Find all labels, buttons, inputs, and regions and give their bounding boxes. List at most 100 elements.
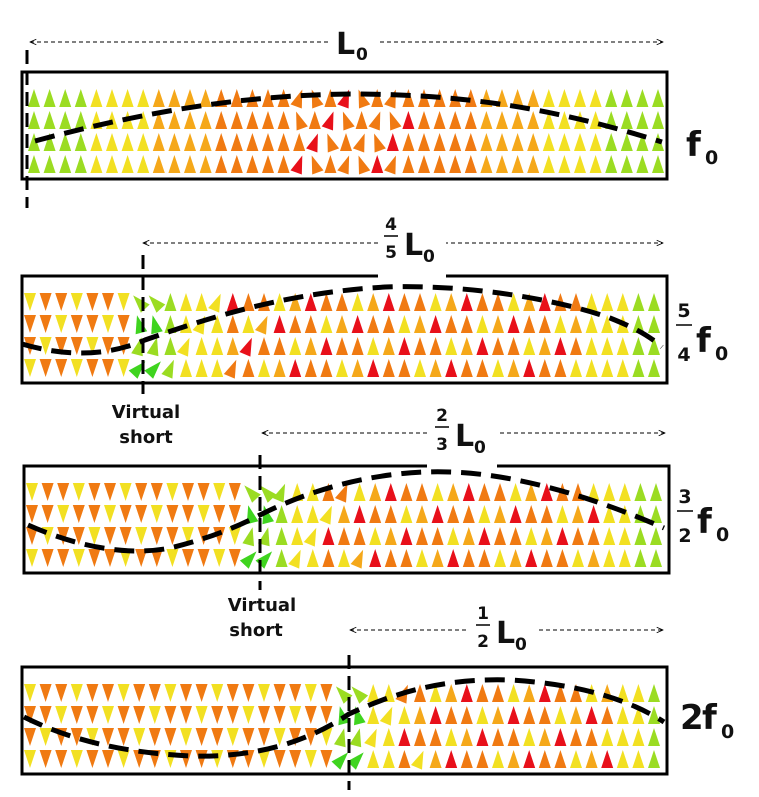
spin-arrow: [400, 549, 413, 567]
spin-arrow: [273, 359, 286, 377]
spin-arrow: [480, 111, 493, 129]
spin-arrow: [507, 728, 520, 746]
spin-arrow: [104, 527, 116, 545]
spin-arrow: [585, 315, 598, 333]
spin-arrow: [384, 505, 397, 523]
spin-arrow: [39, 706, 52, 724]
spin-arrow: [180, 293, 192, 311]
svg-text:short: short: [119, 427, 173, 448]
spin-arrow: [86, 337, 99, 355]
spin-arrow: [620, 155, 633, 173]
spin-arrow: [197, 483, 210, 501]
panel-frame-2: [20, 274, 669, 385]
spin-arrow: [277, 111, 290, 129]
spin-arrow: [119, 527, 132, 545]
spin-arrow: [652, 89, 664, 107]
length-label-4: 1 2 L 0: [476, 604, 527, 655]
spin-arrow: [603, 527, 616, 545]
spin-arrow: [322, 483, 335, 501]
spin-arrow: [117, 293, 130, 311]
spin-arrow: [384, 549, 397, 567]
spin-arrow: [460, 293, 473, 311]
spin-arrow: [650, 505, 662, 523]
spin-arrow: [620, 89, 633, 107]
spin-arrow: [152, 155, 165, 173]
spin-arrow: [211, 315, 224, 333]
spin-arrow: [570, 728, 582, 746]
spin-arrow: [135, 505, 148, 523]
spin-arrow: [59, 111, 72, 129]
spin-arrow: [308, 111, 321, 129]
spin-arrow: [59, 89, 72, 107]
spin-arrow: [148, 684, 161, 702]
spin-arrow: [70, 706, 83, 724]
spin-arrow: [445, 728, 458, 746]
spin-arrow: [507, 293, 520, 311]
spin-arrow: [211, 728, 224, 746]
spin-arrow: [648, 315, 660, 333]
spin-arrow: [320, 728, 333, 746]
spin-arrow: [616, 337, 629, 355]
spin-arrow: [70, 684, 83, 702]
spin-arrow: [121, 89, 134, 107]
spin-arrow: [262, 89, 274, 107]
spin-arrow: [618, 527, 631, 545]
spin-arrow: [411, 750, 424, 770]
spin-arrow: [523, 293, 536, 311]
svg-text:3: 3: [436, 435, 448, 455]
spin-arrow: [556, 549, 569, 567]
spin-arrow: [389, 111, 402, 131]
spin-arrow: [337, 155, 350, 175]
spin-arrow: [86, 359, 99, 377]
spin-arrow: [460, 750, 473, 768]
spin-arrow: [289, 315, 302, 333]
spin-arrow: [384, 483, 397, 501]
spin-arrow: [55, 293, 68, 311]
spin-arrow: [618, 549, 631, 567]
spin-arrow: [478, 483, 491, 501]
spin-arrow: [507, 359, 520, 377]
spin-arrow: [558, 111, 571, 129]
svg-text:5: 5: [677, 300, 690, 322]
spin-arrow: [164, 706, 177, 724]
freq-label-3: 3 2 f 0: [677, 486, 729, 547]
spin-arrow: [213, 549, 226, 567]
svg-text:Virtual: Virtual: [228, 595, 296, 616]
spin-arrow: [273, 728, 286, 746]
spin-arrow: [303, 527, 317, 547]
spin-arrow: [86, 728, 99, 746]
spin-arrow: [164, 728, 177, 746]
spin-arrow: [400, 505, 413, 523]
spin-arrow: [102, 359, 114, 377]
spin-arrow: [416, 549, 428, 567]
spin-arrow: [164, 684, 177, 702]
spin-arrow: [616, 728, 629, 746]
spin-arrow: [239, 551, 257, 569]
spin-arrow: [262, 155, 274, 173]
wave-curve-1: [34, 91, 663, 145]
spin-arrow: [603, 483, 616, 501]
spin-arrow: [367, 293, 380, 311]
spin-arrow: [117, 315, 130, 333]
spin-arrow: [351, 337, 364, 355]
spin-arrow: [587, 483, 600, 501]
spin-arrow: [445, 359, 458, 377]
spin-arrow: [320, 706, 333, 724]
spin-arrow: [511, 155, 524, 173]
spin-arrow: [558, 155, 571, 173]
spin-arrow: [164, 337, 177, 355]
wave-curve-2: [21, 284, 664, 356]
spin-arrow: [55, 750, 68, 768]
spin-arrow: [137, 111, 150, 129]
spin-arrow: [603, 505, 616, 523]
spin-arrow: [304, 750, 317, 768]
spin-arrow: [102, 728, 114, 746]
spin-arrow: [601, 337, 614, 355]
spin-arrow: [492, 337, 504, 355]
spin-arrow: [242, 359, 255, 377]
spin-arrow: [538, 337, 551, 355]
spin-arrow: [195, 337, 208, 355]
spin-arrow: [414, 315, 426, 333]
spin-arrow: [492, 684, 504, 702]
spin-arrow: [585, 359, 598, 377]
